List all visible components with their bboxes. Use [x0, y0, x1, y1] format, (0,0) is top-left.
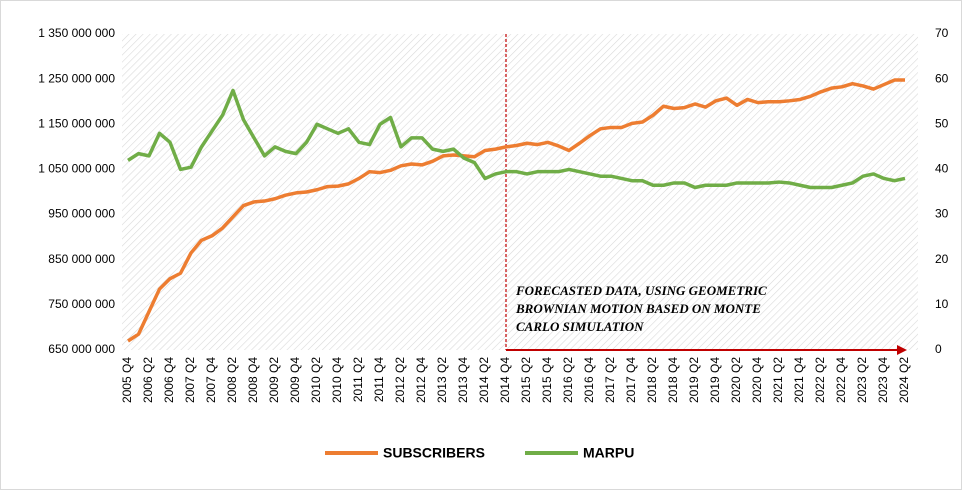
y2-tick-label: 50	[935, 116, 949, 130]
x-tick-label: 2016 Q2	[561, 357, 575, 403]
x-tick-label: 2012 Q2	[393, 357, 407, 403]
x-tick-label: 2009 Q2	[267, 357, 281, 403]
y2-tick-label: 10	[935, 297, 949, 311]
x-tick-label: 2015 Q4	[540, 357, 554, 403]
legend-label: SUBSCRIBERS	[383, 445, 485, 461]
y-tick-label: 1 250 000 000	[38, 71, 115, 85]
x-tick-label: 2013 Q2	[435, 357, 449, 403]
x-tick-label: 2010 Q2	[309, 357, 323, 403]
x-tick-label: 2023 Q4	[876, 357, 890, 403]
x-tick-label: 2007 Q4	[204, 357, 218, 403]
y-tick-label: 1 350 000 000	[38, 26, 115, 40]
x-tick-label: 2021 Q2	[771, 357, 785, 403]
y2-tick-label: 40	[935, 162, 949, 176]
series-line	[127, 78, 905, 343]
x-tick-label: 2022 Q4	[834, 357, 848, 403]
x-tick-label: 2014 Q4	[498, 357, 512, 403]
x-tick-label: 2024 Q2	[897, 357, 911, 403]
y-tick-label: 1 050 000 000	[38, 162, 115, 176]
x-tick-label: 2008 Q2	[225, 357, 239, 403]
x-tick-label: 2021 Q4	[792, 357, 806, 403]
y2-tick-label: 70	[935, 26, 949, 40]
x-tick-label: 2016 Q4	[582, 357, 596, 403]
x-tick-label: 2018 Q4	[666, 357, 680, 403]
x-tick-label: 2011 Q2	[351, 357, 365, 402]
x-tick-label: 2005 Q4	[120, 357, 134, 403]
x-tick-label: 2006 Q4	[162, 357, 176, 403]
x-tick-label: 2019 Q2	[687, 357, 701, 403]
annotation: BROWNIAN MOTION BASED ON MONTE	[515, 301, 761, 316]
x-tick-label: 2018 Q2	[645, 357, 659, 403]
legend-label: MARPU	[583, 445, 634, 461]
x-tick-label: 2020 Q4	[750, 357, 764, 403]
x-tick-label: 2011 Q4	[372, 357, 386, 402]
plot-area	[122, 34, 918, 350]
annotation: CARLO SIMULATION	[516, 319, 644, 334]
x-tick-label: 2012 Q4	[414, 357, 428, 403]
y2-tick-label: 60	[935, 71, 949, 85]
y-tick-label: 650 000 000	[48, 342, 115, 356]
y-tick-label: 950 000 000	[48, 207, 115, 221]
x-tick-label: 2015 Q2	[519, 357, 533, 403]
x-tick-label: 2017 Q4	[624, 357, 638, 403]
x-tick-label: 2009 Q4	[288, 357, 302, 403]
y-tick-label: 1 150 000 000	[38, 116, 115, 130]
y2-tick-label: 30	[935, 207, 949, 221]
y-tick-label: 750 000 000	[48, 297, 115, 311]
x-tick-label: 2013 Q4	[456, 357, 470, 403]
x-tick-label: 2017 Q2	[603, 357, 617, 403]
x-tick-label: 2014 Q2	[477, 357, 491, 403]
y2-tick-label: 0	[935, 342, 942, 356]
x-tick-label: 2010 Q4	[330, 357, 344, 403]
series-line	[127, 88, 906, 190]
y2-tick-label: 20	[935, 252, 949, 266]
x-tick-label: 2007 Q2	[183, 357, 197, 403]
x-tick-label: 2008 Q4	[246, 357, 260, 403]
annotation: FORECASTED DATA, USING GEOMETRIC	[515, 283, 767, 298]
x-tick-label: 2022 Q2	[813, 357, 827, 403]
x-tick-label: 2006 Q2	[141, 357, 155, 403]
x-tick-label: 2019 Q4	[708, 357, 722, 403]
x-tick-label: 2020 Q2	[729, 357, 743, 403]
y-tick-label: 850 000 000	[48, 252, 115, 266]
x-tick-label: 2023 Q2	[855, 357, 869, 403]
